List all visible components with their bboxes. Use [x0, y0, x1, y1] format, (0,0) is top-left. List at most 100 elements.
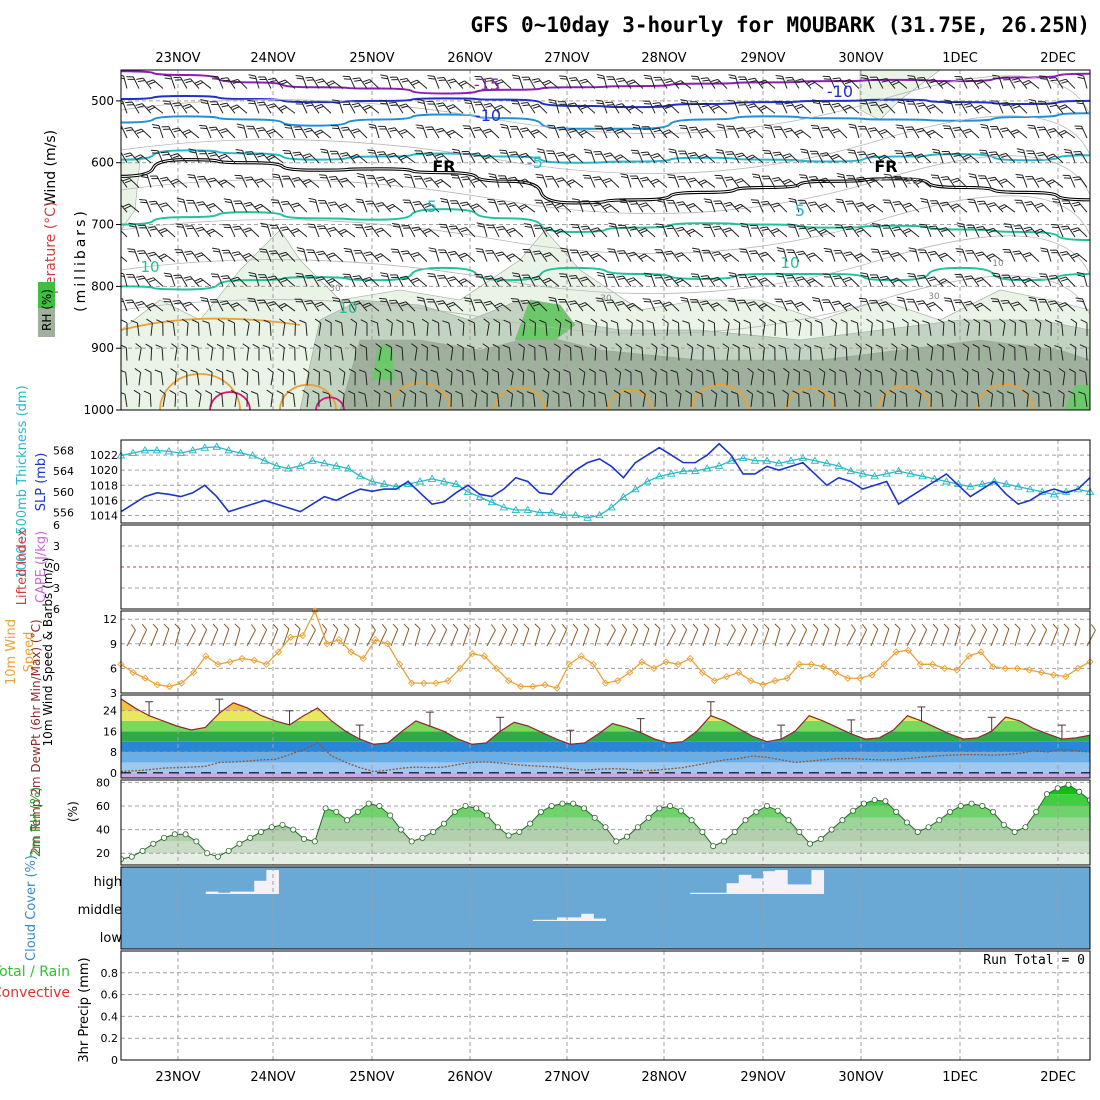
- contour-label: FR: [874, 157, 897, 176]
- wind-barb-flag: [137, 277, 145, 280]
- wind-barb-flag: [900, 368, 907, 373]
- wind-barb-flag: [596, 102, 604, 105]
- wind-barb-flag: [653, 155, 660, 159]
- wind-barb-flag: [484, 275, 492, 278]
- wind-barb-flag: [464, 300, 472, 302]
- wind-barb: [287, 201, 296, 213]
- wind-barb-flag: [428, 275, 436, 278]
- wind-barb-flag: [232, 225, 240, 228]
- wind-barb: [839, 77, 848, 89]
- wind-barb-flag: [685, 368, 693, 373]
- wind-barb: [1031, 176, 1040, 188]
- wind-barb: [845, 347, 848, 361]
- wind10m-barb-flag: [681, 623, 688, 630]
- wind-barb-flag: [921, 200, 929, 203]
- wind-barb: [481, 76, 488, 89]
- wind-barb: [637, 150, 644, 163]
- wind-barb-flag: [1023, 367, 1030, 373]
- wind-barb: [365, 372, 368, 386]
- wind-barb-flag: [716, 151, 724, 154]
- wind-barb-flag: [448, 303, 456, 308]
- wind10m-barb-flag: [201, 623, 208, 630]
- wind-barb: [862, 176, 872, 188]
- wind-barb-flag: [530, 103, 538, 107]
- wind-barb: [686, 100, 692, 114]
- wind-barb: [922, 102, 932, 114]
- wind10m-point: [286, 633, 295, 641]
- wind-barb-flag: [218, 153, 226, 158]
- wind-barb: [894, 393, 897, 407]
- wind-barb-flag: [236, 123, 244, 126]
- wind-barb-flag: [566, 153, 574, 158]
- wind-barb: [314, 199, 320, 213]
- wind-barb-flag: [248, 102, 256, 105]
- wind-barb-flag: [906, 154, 914, 157]
- wind-barb: [995, 151, 1004, 163]
- wind-barb-flag: [124, 179, 132, 184]
- wind-barb-flag: [520, 299, 528, 302]
- wind-barb: [138, 393, 141, 407]
- wind-barb: [569, 372, 572, 386]
- wind10m-point: [432, 679, 440, 687]
- wind-barb-flag: [1044, 319, 1052, 324]
- wind-barb-flag: [308, 197, 316, 201]
- wind-barb-flag: [353, 302, 361, 306]
- cloud-middle-bar: [544, 919, 558, 921]
- wind-barb-flag: [868, 299, 876, 302]
- rh2m-point: [979, 802, 986, 809]
- wind-barb-flag: [786, 302, 794, 305]
- wind-barb-flag: [667, 174, 675, 176]
- slp-tick-label: 1014: [90, 509, 118, 522]
- wind-barb-flag: [983, 319, 991, 324]
- wind10m-point: [190, 668, 198, 677]
- wind-barb: [395, 299, 404, 312]
- ylabel-wind10m: 10m Wind: [4, 619, 19, 685]
- wind-barb: [133, 249, 140, 262]
- wind-barb: [361, 224, 368, 238]
- wind-barb-flag: [384, 368, 392, 373]
- wind-barb: [784, 347, 788, 361]
- wind-barb: [777, 202, 788, 213]
- wind-barb: [257, 372, 260, 386]
- wind-barb-flag: [916, 300, 924, 303]
- wind-barb-flag: [123, 152, 131, 156]
- wind-barb-flag: [380, 74, 388, 77]
- wind-barb-flag: [702, 79, 710, 82]
- wind-barb-flag: [266, 128, 274, 133]
- wind-barb-flag: [908, 247, 916, 250]
- wind-barb-flag: [277, 368, 284, 373]
- wind-barb: [584, 302, 596, 312]
- wind-barb-flag: [662, 301, 670, 305]
- wind10m-barb: [1050, 629, 1059, 647]
- wind-barb: [284, 303, 296, 312]
- wind-barb-flag: [570, 277, 578, 280]
- wind-barb-flag: [258, 104, 266, 106]
- wind-barb: [949, 125, 956, 139]
- wind-barb-flag: [378, 153, 386, 156]
- cloud-high-bar: [690, 892, 703, 894]
- wind-barb: [470, 100, 476, 114]
- wind-barb: [662, 224, 668, 238]
- wind-barb: [707, 275, 716, 287]
- wind-barb: [635, 201, 644, 213]
- wind10m-barb: [582, 628, 590, 647]
- wind-barb-flag: [172, 180, 180, 185]
- wind-barb-flag: [554, 228, 561, 233]
- wind-barb-flag: [720, 390, 728, 395]
- wind-barb: [590, 150, 596, 163]
- wind-barb: [713, 322, 716, 336]
- wind-barb-flag: [1022, 389, 1029, 395]
- thickness-point: [152, 445, 162, 454]
- contour-label: -10: [475, 106, 501, 125]
- wind-barb-flag: [786, 104, 794, 107]
- wind-barb: [742, 127, 752, 139]
- wind-barb-flag: [141, 176, 149, 179]
- wind-barb-flag: [483, 300, 491, 304]
- wind-barb-flag: [314, 103, 322, 108]
- wind-barb-flag: [818, 203, 826, 207]
- wind10m-barb-flag: [632, 623, 639, 630]
- wind-barb-flag: [642, 153, 650, 156]
- wind-barb-flag: [606, 129, 614, 132]
- wind10m-point: [541, 681, 549, 689]
- wind-barb: [649, 101, 656, 114]
